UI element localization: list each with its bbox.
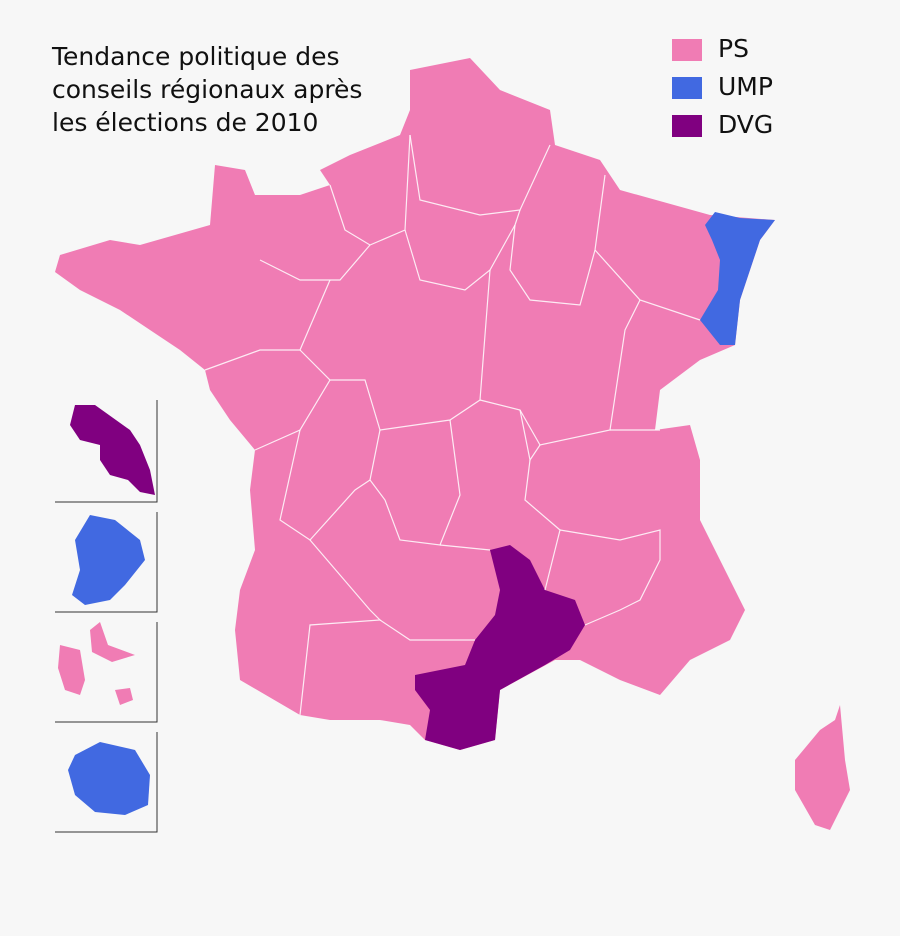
legend-label: UMP bbox=[718, 72, 773, 101]
title-line: Tendance politique des bbox=[51, 42, 339, 71]
legend-swatch bbox=[672, 39, 702, 61]
legend: PS UMP DVG bbox=[672, 34, 773, 139]
region-dvg bbox=[415, 545, 585, 750]
legend-label: PS bbox=[718, 34, 749, 63]
title-line: les élections de 2010 bbox=[52, 108, 318, 137]
guadeloupe bbox=[58, 622, 135, 705]
insets bbox=[55, 400, 158, 833]
guyane bbox=[72, 515, 145, 605]
legend-swatch bbox=[672, 115, 702, 137]
title: Tendance politique des conseils régionaux… bbox=[51, 42, 362, 137]
region-borders bbox=[204, 134, 701, 716]
corsica bbox=[795, 705, 850, 830]
region-ps bbox=[55, 58, 775, 750]
region-ump bbox=[700, 212, 775, 345]
martinique bbox=[70, 405, 155, 495]
legend-swatch bbox=[672, 77, 702, 99]
reunion bbox=[68, 742, 150, 815]
title-line: conseils régionaux après bbox=[52, 75, 362, 104]
legend-label: DVG bbox=[718, 110, 773, 139]
